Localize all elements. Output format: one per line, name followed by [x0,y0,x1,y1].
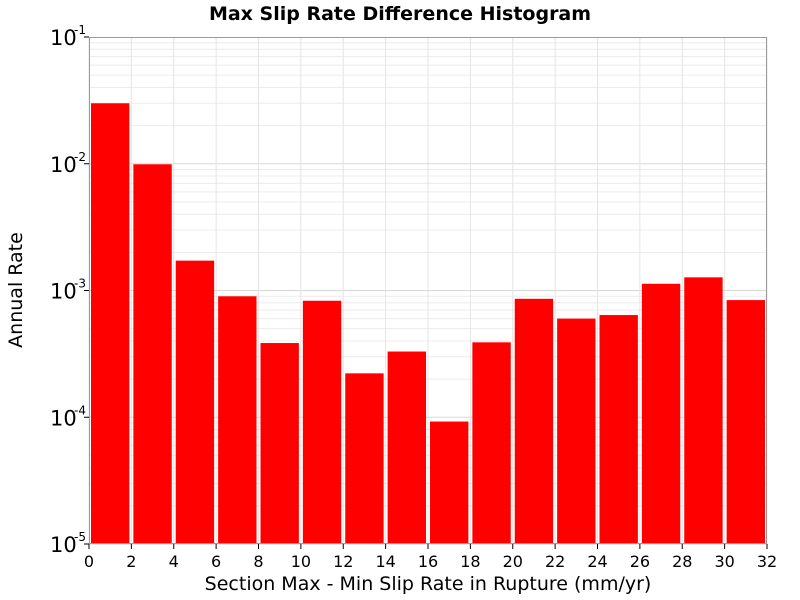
chart-title: Max Slip Rate Difference Histogram [209,3,591,25]
y-tick-label: 10 [50,280,77,304]
y-tick-exponent: -4 [74,403,86,417]
bar [472,342,511,544]
y-tick-exponent: -1 [74,23,86,37]
plot-frame [89,37,767,544]
bar [430,421,469,544]
y-tick-label: 10 [50,26,77,50]
bars [91,103,765,545]
x-tick-label: 24 [587,552,607,571]
bar [726,300,765,544]
y-tick-label: 10 [50,406,77,430]
x-axis-ticks: 0 2 4 6 8 10 12 14 16 18 20 22 24 26 28 30 32 [84,544,777,571]
y-tick-label: 10 [50,533,77,557]
y-axis-ticks: 10-110-210-310-410-5 [50,23,89,557]
x-tick-label: 2 [126,552,136,571]
x-tick-label: 4 [169,552,179,571]
x-tick-label: 16 [418,552,438,571]
bar [345,373,384,544]
x-tick-label: 14 [375,552,395,571]
x-tick-label: 8 [253,552,263,571]
x-tick-label: 30 [714,552,734,571]
y-tick-exponent: -2 [74,150,86,164]
y-axis-label: Annual Rate [5,232,27,348]
bar [387,351,426,544]
bar [557,318,596,544]
bar [218,296,257,544]
x-tick-label: 6 [211,552,221,571]
bar [684,277,723,544]
bar [599,315,638,544]
bar [641,283,681,544]
bar [302,300,342,544]
x-tick-label: 18 [460,552,480,571]
y-tick-exponent: -5 [74,530,86,544]
bar [175,260,215,544]
x-tick-label: 12 [333,552,353,571]
x-tick-label: 10 [291,552,311,571]
x-tick-label: 26 [630,552,650,571]
bar [514,298,554,544]
x-tick-label: 20 [503,552,523,571]
x-tick-label: 0 [84,552,94,571]
bar [91,103,130,545]
y-tick-label: 10 [50,153,77,177]
y-tick-exponent: -3 [74,277,86,291]
x-tick-label: 22 [545,552,565,571]
bar [260,343,299,544]
x-axis-label: Section Max - Min Slip Rate in Rupture (… [205,573,652,595]
x-tick-label: 28 [672,552,692,571]
bar [133,164,172,545]
x-tick-label: 32 [757,552,777,571]
